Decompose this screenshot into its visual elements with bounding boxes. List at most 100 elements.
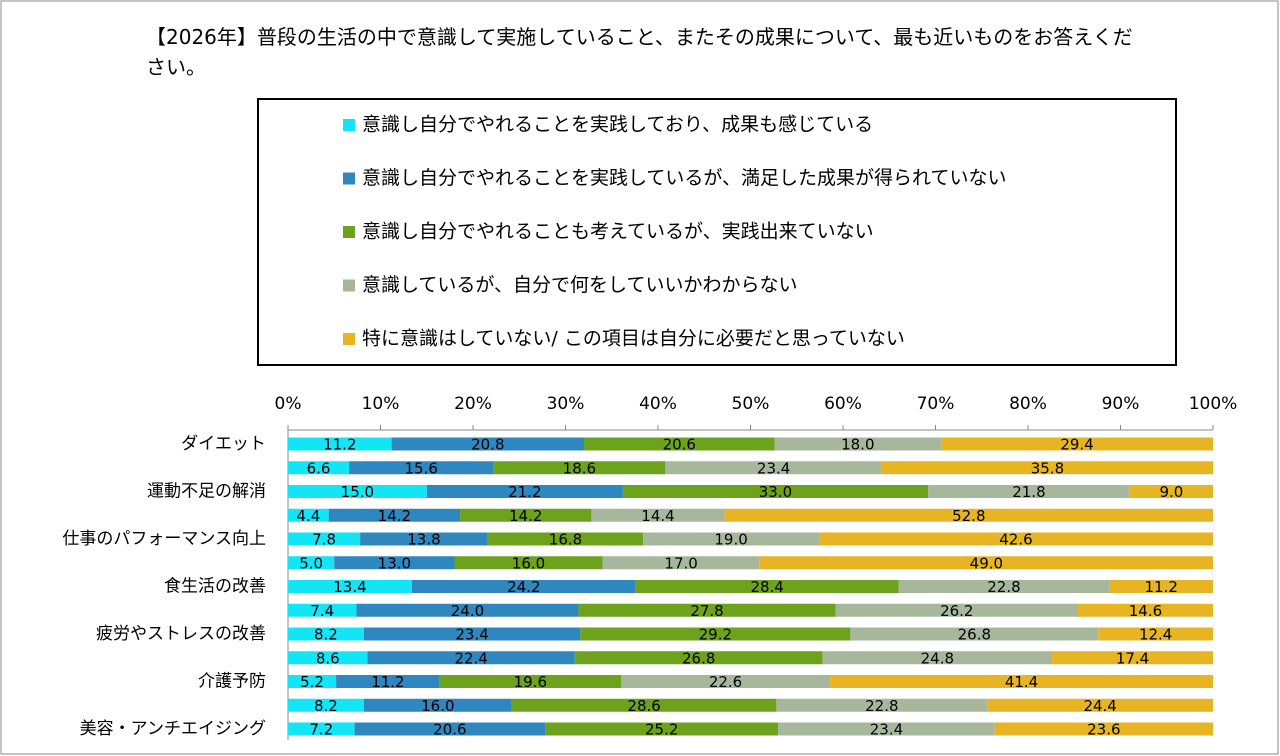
value-label: 23.4	[455, 626, 488, 644]
value-label: 14.4	[641, 507, 674, 525]
x-tick-label: 20%	[454, 394, 492, 414]
bar-segment	[356, 603, 579, 617]
value-label: 12.4	[1139, 626, 1172, 644]
bar-segment	[941, 437, 1213, 451]
bar-segment	[288, 532, 361, 546]
bar-segment	[822, 651, 1053, 665]
value-label: 16.0	[421, 697, 454, 715]
bar-segment	[574, 651, 823, 665]
bar-segment	[288, 437, 392, 451]
y-tick-label: 疲労やストレスの改善	[96, 624, 266, 644]
bar-segment	[1109, 580, 1213, 593]
y-tick-label: 介護予防	[198, 672, 266, 692]
bar-segment	[776, 698, 988, 712]
value-label: 5.2	[300, 673, 324, 691]
value-label: 8.2	[314, 697, 338, 715]
value-label: 33.0	[759, 483, 792, 501]
value-label: 15.0	[341, 483, 374, 501]
bar-segment	[460, 508, 592, 522]
value-label: 21.2	[508, 483, 541, 501]
y-tick-label: 食生活の改善	[164, 577, 266, 597]
bar-segment	[584, 437, 775, 451]
legend-label: 意識し自分でやれることを実践しており、成果も感じている	[362, 114, 873, 136]
bar-segment	[994, 722, 1213, 736]
bar-segment	[591, 508, 725, 522]
bar-segment	[511, 698, 777, 712]
legend-label: 意識し自分でやれることも考えているが、実践出来ていない	[362, 221, 874, 243]
legend-label: 意識しているが、自分で何をしていいかわからない	[362, 274, 797, 296]
x-tick-label: 60%	[824, 394, 862, 414]
legend-swatch	[343, 119, 355, 131]
y-tick-label: ダイエット	[181, 434, 266, 454]
x-tick-label: 30%	[547, 394, 585, 414]
bar-segment	[545, 722, 779, 736]
value-label: 20.6	[433, 721, 466, 739]
bar-segment	[349, 461, 494, 475]
value-label: 9.0	[1159, 483, 1183, 501]
y-tick-label: 仕事のパフォーマンス向上	[62, 529, 266, 549]
value-label: 20.8	[471, 436, 504, 454]
bar-segment	[391, 437, 584, 451]
value-label: 22.6	[709, 673, 742, 691]
value-label: 23.6	[1087, 721, 1120, 739]
bar-segment	[1098, 627, 1213, 641]
bar-segment	[1077, 603, 1213, 617]
bar-segment	[759, 556, 1213, 570]
bar-segment	[288, 603, 357, 617]
bar-segment	[288, 556, 335, 570]
value-label: 23.4	[870, 721, 903, 739]
bar-segment	[578, 603, 836, 617]
bar-segment	[334, 556, 455, 570]
value-label: 41.4	[1005, 673, 1038, 691]
value-label: 16.8	[549, 531, 582, 549]
x-tick-label: 0%	[275, 394, 302, 414]
value-label: 19.6	[514, 673, 547, 691]
bar-segment	[830, 675, 1213, 688]
x-tick-label: 10%	[362, 394, 400, 414]
chart-title: 【2026年】普段の生活の中で意識して実施していること、またその成果について、最…	[146, 25, 1133, 79]
value-label: 42.6	[999, 531, 1032, 549]
bar-segment	[363, 627, 581, 641]
bar-segment	[288, 461, 350, 475]
value-label: 13.0	[378, 554, 411, 572]
value-label: 14.2	[378, 507, 411, 525]
legend-label: 意識し自分でやれることを実践しているが、満足した成果が得られていない	[362, 167, 1006, 189]
legend-swatch	[343, 333, 355, 345]
value-label: 24.2	[507, 578, 540, 596]
value-label: 52.8	[952, 507, 985, 525]
value-label: 22.4	[454, 649, 487, 667]
bar-segment	[288, 508, 329, 522]
bar-segment	[850, 627, 1099, 641]
value-label: 18.0	[841, 436, 874, 454]
bar-segment	[360, 532, 488, 546]
value-label: 14.2	[509, 507, 542, 525]
value-label: 29.4	[1060, 436, 1093, 454]
bar-segment	[778, 722, 995, 736]
value-label: 25.2	[645, 721, 678, 739]
bar-segment	[288, 651, 368, 665]
value-label: 23.4	[757, 459, 790, 477]
value-label: 29.2	[699, 626, 732, 644]
x-tick-label: 80%	[1009, 394, 1047, 414]
bar-segment	[602, 556, 760, 570]
value-label: 8.6	[316, 649, 340, 667]
value-label: 22.8	[865, 697, 898, 715]
bar-segment	[622, 485, 929, 498]
value-label: 27.8	[690, 602, 723, 620]
bar-segment	[1052, 651, 1213, 665]
bar-segment	[439, 675, 621, 688]
value-label: 26.8	[682, 649, 715, 667]
bar-segment	[328, 508, 461, 522]
value-label: 26.2	[940, 602, 973, 620]
value-label: 16.0	[512, 554, 545, 572]
bar-segment	[411, 580, 636, 593]
bar-segment	[336, 675, 440, 688]
legend-label: 特に意識はしていない/ この項目は自分に必要だと思っていない	[362, 328, 905, 350]
bar-segment	[928, 485, 1130, 498]
bar-segment	[487, 532, 644, 546]
value-label: 26.8	[958, 626, 991, 644]
value-label: 13.4	[333, 578, 366, 596]
